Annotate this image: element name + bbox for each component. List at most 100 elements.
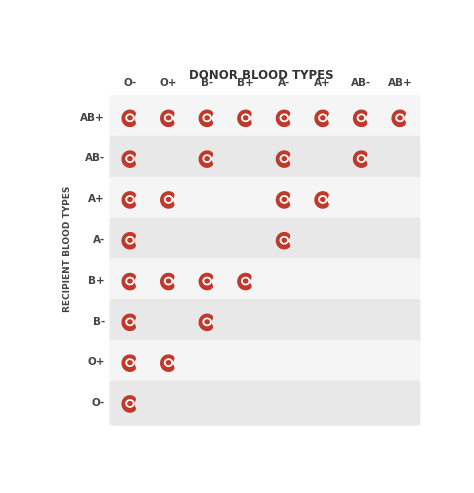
Polygon shape	[199, 151, 212, 167]
Polygon shape	[128, 279, 132, 283]
Polygon shape	[280, 155, 288, 162]
Polygon shape	[166, 116, 171, 120]
Polygon shape	[161, 110, 174, 126]
Text: B+: B+	[237, 77, 254, 88]
Polygon shape	[122, 110, 135, 126]
Polygon shape	[205, 116, 209, 120]
Polygon shape	[280, 237, 288, 244]
Polygon shape	[126, 196, 134, 203]
Polygon shape	[199, 110, 212, 126]
Polygon shape	[126, 237, 134, 244]
Polygon shape	[166, 198, 171, 201]
FancyBboxPatch shape	[109, 136, 420, 181]
Text: O-: O-	[92, 398, 105, 408]
Polygon shape	[122, 233, 135, 249]
Polygon shape	[319, 196, 327, 203]
FancyBboxPatch shape	[109, 217, 420, 262]
Polygon shape	[203, 278, 211, 284]
FancyBboxPatch shape	[109, 299, 420, 344]
Polygon shape	[321, 116, 325, 120]
Polygon shape	[282, 157, 286, 161]
Polygon shape	[392, 110, 405, 126]
FancyBboxPatch shape	[109, 340, 420, 385]
Polygon shape	[359, 116, 364, 120]
Text: A+: A+	[89, 194, 105, 204]
Polygon shape	[242, 278, 250, 284]
Polygon shape	[242, 114, 250, 121]
Polygon shape	[244, 116, 248, 120]
Polygon shape	[164, 196, 173, 203]
Polygon shape	[203, 318, 211, 325]
Polygon shape	[282, 238, 286, 242]
Text: B-: B-	[201, 77, 213, 88]
Text: B-: B-	[93, 317, 105, 326]
Text: O+: O+	[88, 357, 105, 367]
Polygon shape	[126, 359, 134, 366]
Polygon shape	[126, 114, 134, 121]
Polygon shape	[161, 355, 174, 371]
Text: AB+: AB+	[81, 112, 105, 123]
FancyBboxPatch shape	[109, 258, 420, 303]
Polygon shape	[199, 314, 212, 330]
Polygon shape	[128, 402, 132, 405]
Polygon shape	[282, 116, 286, 120]
Polygon shape	[126, 400, 134, 407]
Polygon shape	[164, 359, 173, 366]
Text: B+: B+	[89, 276, 105, 286]
Polygon shape	[280, 114, 288, 121]
Polygon shape	[238, 110, 251, 126]
Text: O+: O+	[160, 77, 177, 88]
Text: A-: A-	[278, 77, 291, 88]
Text: A-: A-	[93, 235, 105, 245]
Polygon shape	[122, 274, 135, 290]
Polygon shape	[122, 396, 135, 412]
Polygon shape	[398, 116, 402, 120]
Polygon shape	[276, 192, 290, 208]
Text: A+: A+	[314, 77, 331, 88]
Polygon shape	[205, 157, 209, 161]
Polygon shape	[128, 198, 132, 201]
Polygon shape	[396, 114, 404, 121]
Polygon shape	[244, 279, 248, 283]
Polygon shape	[315, 192, 328, 208]
Polygon shape	[203, 114, 211, 121]
Polygon shape	[128, 238, 132, 242]
Polygon shape	[164, 278, 173, 284]
Polygon shape	[166, 361, 171, 365]
Text: DONOR BLOOD TYPES: DONOR BLOOD TYPES	[189, 69, 334, 82]
Polygon shape	[359, 157, 364, 161]
Polygon shape	[126, 278, 134, 284]
Polygon shape	[128, 157, 132, 161]
Polygon shape	[357, 114, 365, 121]
FancyBboxPatch shape	[109, 176, 420, 222]
FancyBboxPatch shape	[109, 381, 420, 425]
Polygon shape	[126, 318, 134, 325]
Polygon shape	[205, 279, 209, 283]
Polygon shape	[319, 114, 327, 121]
Text: AB-: AB-	[351, 77, 372, 88]
Polygon shape	[122, 314, 135, 330]
Polygon shape	[128, 361, 132, 365]
Polygon shape	[122, 355, 135, 371]
Polygon shape	[128, 116, 132, 120]
Polygon shape	[164, 114, 173, 121]
Polygon shape	[354, 110, 367, 126]
Polygon shape	[321, 198, 325, 201]
Polygon shape	[276, 233, 290, 249]
Polygon shape	[128, 320, 132, 324]
Polygon shape	[276, 110, 290, 126]
Polygon shape	[354, 151, 367, 167]
Text: O-: O-	[123, 77, 137, 88]
Polygon shape	[282, 198, 286, 201]
Polygon shape	[357, 155, 365, 162]
Polygon shape	[280, 196, 288, 203]
Text: RECIPIENT BLOOD TYPES: RECIPIENT BLOOD TYPES	[63, 186, 72, 312]
Polygon shape	[161, 192, 174, 208]
FancyBboxPatch shape	[109, 95, 420, 140]
Polygon shape	[205, 320, 209, 324]
Polygon shape	[166, 279, 171, 283]
Text: AB-: AB-	[85, 153, 105, 163]
Polygon shape	[276, 151, 290, 167]
Polygon shape	[122, 192, 135, 208]
Polygon shape	[126, 155, 134, 162]
